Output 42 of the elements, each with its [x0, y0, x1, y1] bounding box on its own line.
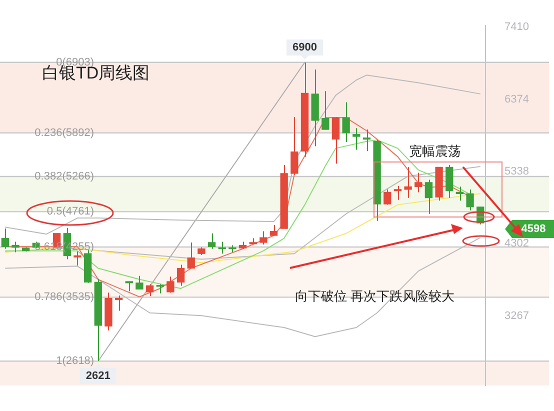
annotation: 6900 — [292, 42, 317, 54]
candlestick — [404, 166, 412, 198]
ref-line-label: 0.5(4761) — [46, 206, 94, 218]
ref-line-label: 0.618(4255) — [34, 241, 94, 254]
candlestick — [456, 186, 464, 202]
candlestick — [114, 294, 123, 312]
candlestick — [270, 224, 278, 236]
candlestick — [332, 116, 340, 164]
candlestick — [322, 90, 330, 130]
candlestick — [136, 275, 144, 290]
annotation: 向下破位 再次下跌风险较大 — [295, 288, 455, 304]
candlestick — [352, 128, 360, 150]
text: 4598 — [521, 223, 546, 236]
ref-line-label: 0.236(5892) — [34, 126, 94, 139]
candlestick — [187, 242, 195, 269]
y-tick-label: 4302 — [504, 238, 530, 250]
candlestick — [260, 230, 268, 246]
ref-line-label: 0.382(5266) — [34, 170, 94, 183]
y-tick-label: 7410 — [504, 21, 530, 34]
candlestick — [342, 102, 350, 143]
candlestick — [424, 179, 433, 214]
y-tick-label: 3267 — [504, 310, 530, 322]
candlestick — [384, 188, 392, 206]
candlestick — [466, 188, 474, 211]
ref-line-label: 1(2618) — [56, 355, 94, 368]
candlestick — [146, 284, 154, 297]
annotation: 2621 — [86, 370, 110, 382]
candlestick — [1, 228, 9, 250]
candlestick — [414, 172, 422, 193]
candlestick — [394, 185, 402, 200]
y-tick-label: 5338 — [504, 166, 530, 178]
candlestick — [290, 116, 298, 176]
candlestick — [176, 264, 185, 286]
candlestick — [166, 276, 174, 294]
ref-line-label: 0.786(3535) — [34, 291, 94, 304]
candlestick — [12, 241, 20, 253]
y-tick-label: 6374 — [504, 93, 530, 106]
annotation: 宽幅震荡 — [409, 144, 461, 159]
candlestick — [74, 251, 82, 266]
candlestick — [125, 281, 133, 292]
candlestick — [362, 128, 371, 152]
candlestick — [208, 232, 216, 250]
